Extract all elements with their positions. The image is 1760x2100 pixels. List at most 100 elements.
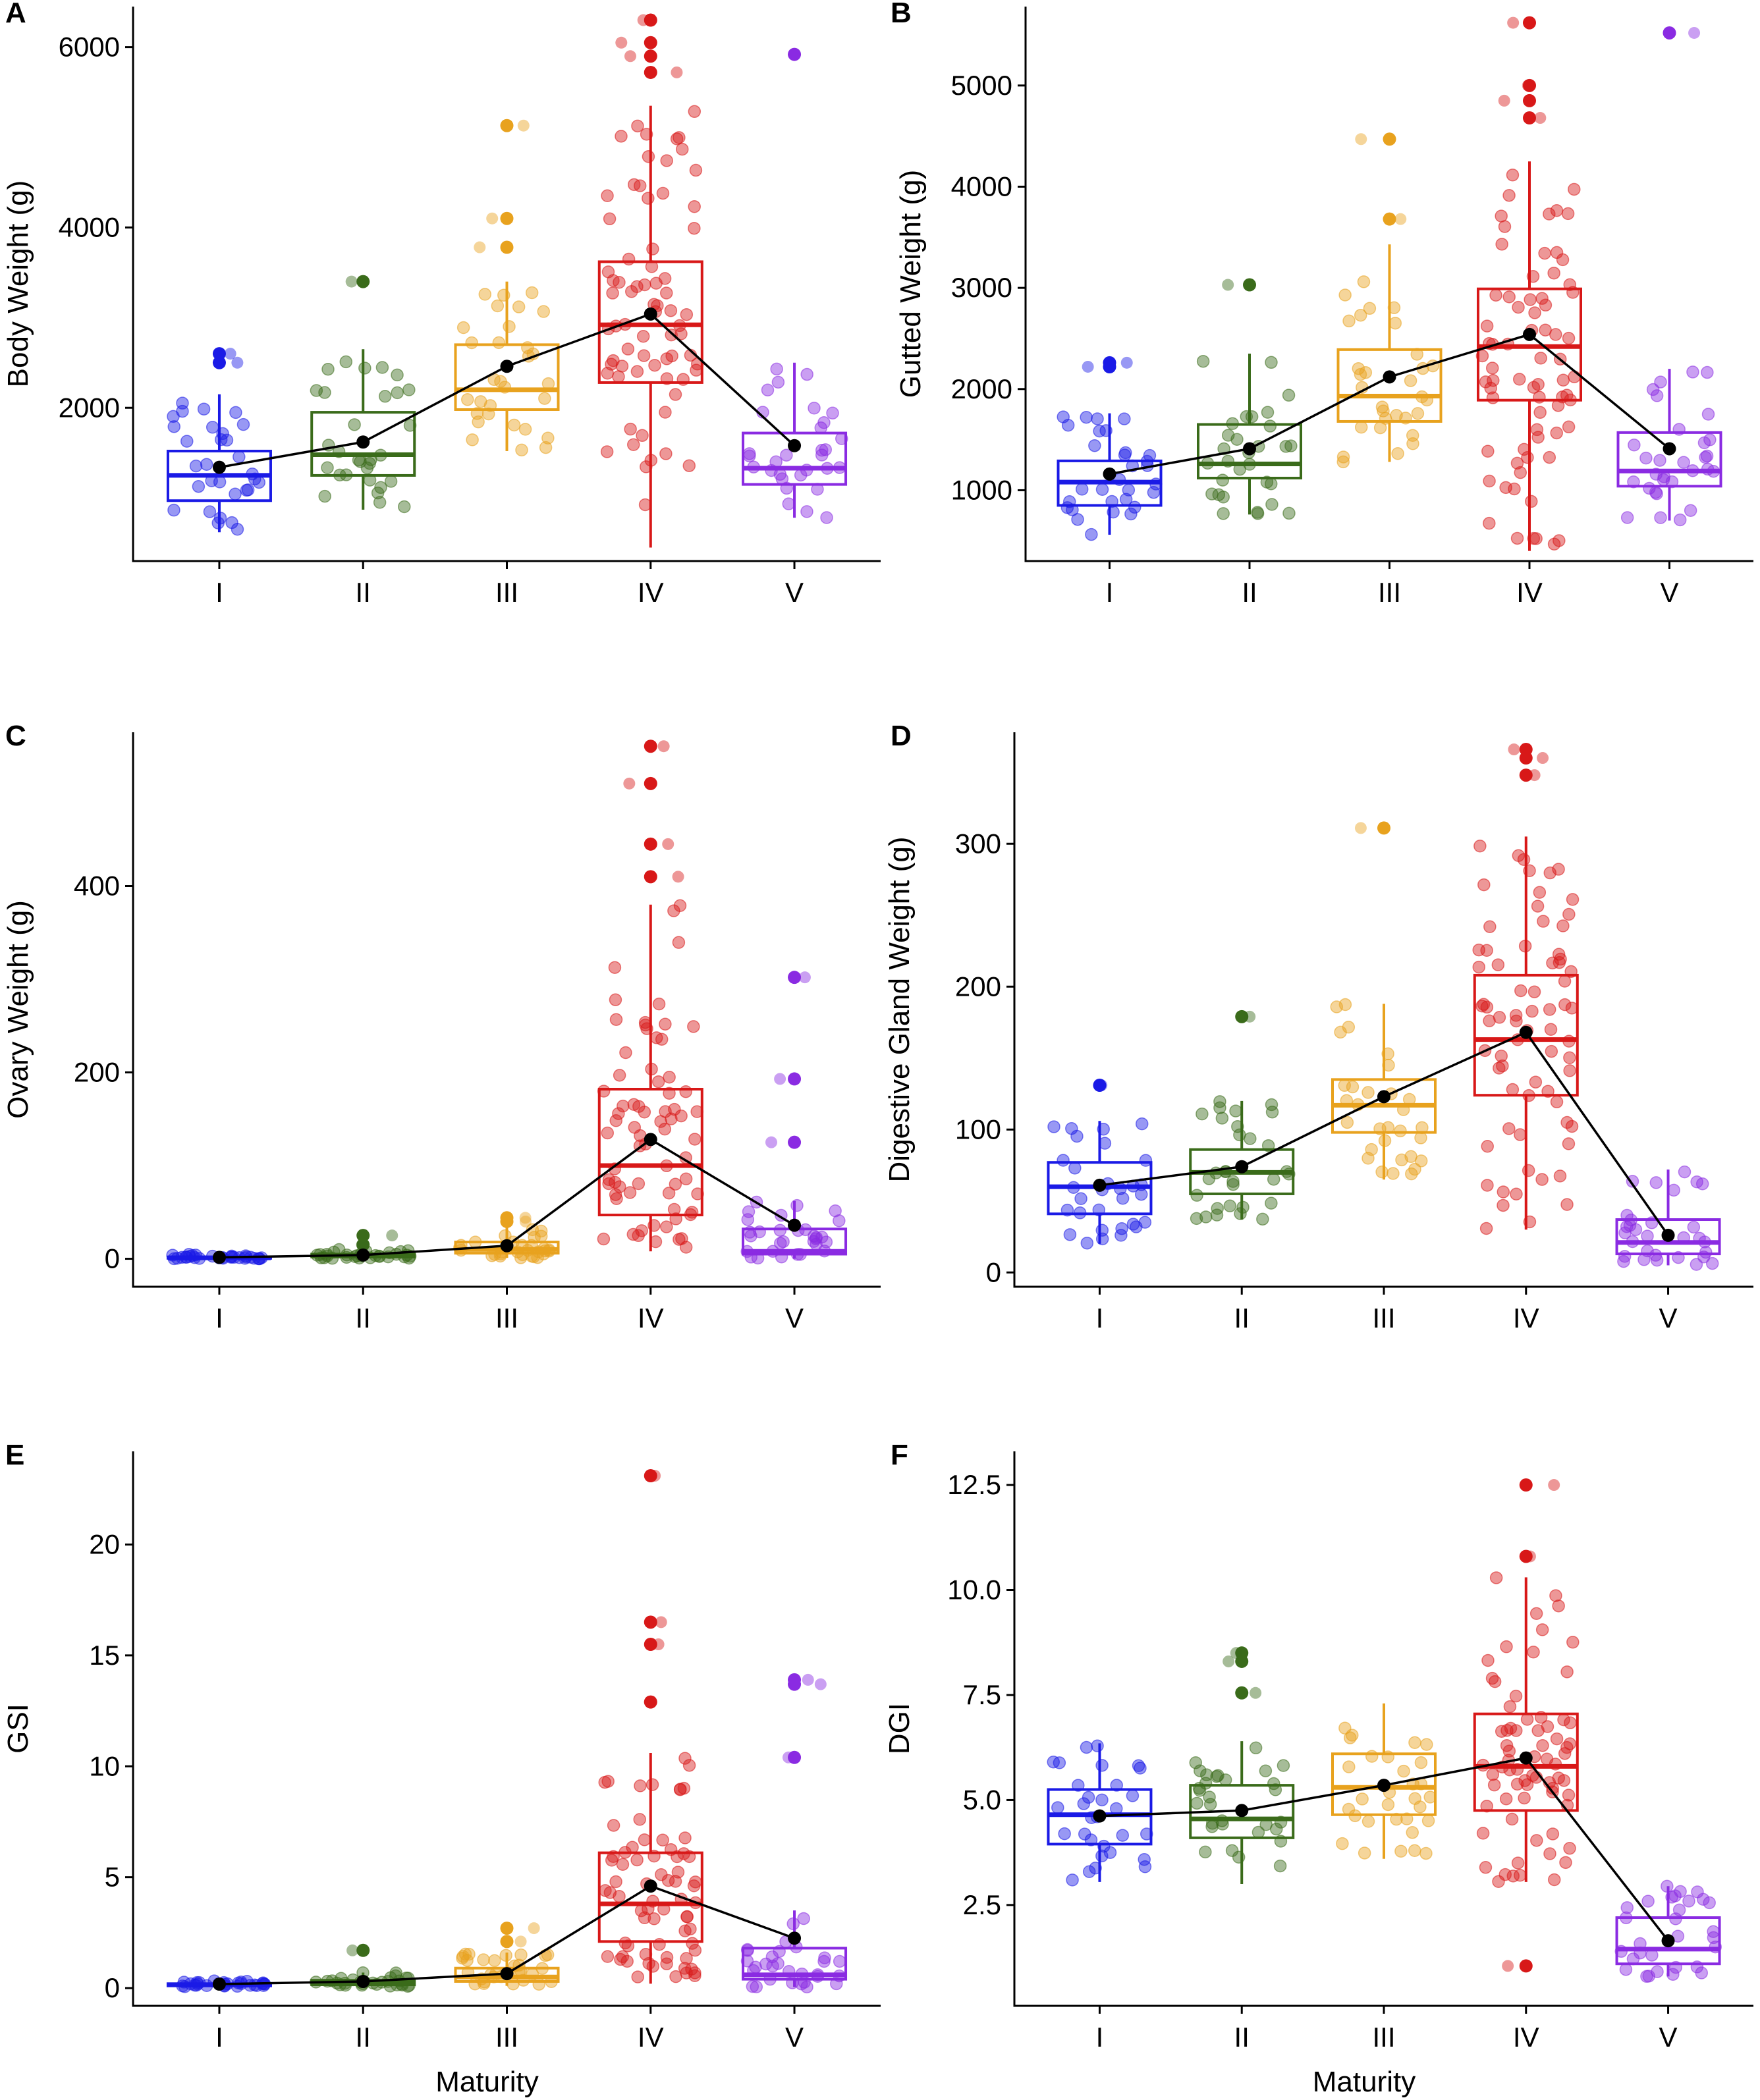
- data-point: [660, 1951, 674, 1964]
- data-point: [688, 105, 701, 119]
- data-point: [1561, 207, 1575, 221]
- data-point: [689, 163, 703, 177]
- data-point: [373, 496, 387, 509]
- data-point: [1394, 1124, 1407, 1138]
- data-point: [1553, 534, 1566, 547]
- outlier-point: [644, 1469, 657, 1483]
- data-point: [1189, 1756, 1203, 1769]
- data-point: [1536, 1739, 1549, 1752]
- data-point: [815, 1230, 829, 1244]
- data-point: [1512, 300, 1525, 314]
- data-point: [474, 241, 486, 254]
- data-point: [1506, 169, 1520, 182]
- data-point: [1563, 1051, 1576, 1064]
- data-point: [1269, 1822, 1283, 1836]
- data-point: [1514, 984, 1527, 998]
- data-point: [358, 362, 371, 375]
- data-point: [1196, 1107, 1209, 1121]
- data-point: [782, 497, 796, 510]
- y-tick-label: 20: [89, 1528, 120, 1559]
- data-point: [609, 993, 622, 1006]
- mean-point: [1103, 467, 1116, 481]
- box-iqr: [1197, 423, 1302, 480]
- data-point: [1051, 1801, 1064, 1814]
- data-point: [1524, 495, 1538, 508]
- outlier-point: [644, 49, 657, 63]
- box-V: [740, 1673, 848, 1994]
- data-point: [1114, 1229, 1128, 1242]
- data-point: [833, 1214, 846, 1227]
- data-point: [1493, 1062, 1506, 1075]
- x-tick-label: V: [1659, 1303, 1678, 1333]
- data-point: [626, 438, 640, 451]
- data-point: [1135, 1117, 1149, 1131]
- data-point: [1118, 448, 1132, 462]
- data-point: [1223, 1199, 1236, 1213]
- box-iqr: [742, 431, 848, 486]
- data-point: [1342, 1760, 1356, 1773]
- data-point: [1120, 356, 1133, 369]
- data-point: [1346, 1080, 1360, 1094]
- data-point: [685, 1206, 699, 1219]
- outlier-point: [788, 1750, 802, 1764]
- data-point: [541, 431, 555, 445]
- data-point: [1487, 374, 1500, 387]
- data-point: [761, 383, 775, 397]
- data-point: [1203, 1790, 1216, 1804]
- data-point: [1695, 1966, 1708, 1979]
- data-point: [606, 286, 619, 300]
- data-point: [1215, 1112, 1229, 1125]
- data-point: [638, 1106, 651, 1119]
- data-point: [817, 416, 831, 429]
- data-point: [1408, 1162, 1421, 1176]
- box-iqr: [310, 411, 416, 477]
- outlier-point: [644, 1695, 657, 1709]
- box-iqr: [742, 1947, 848, 1981]
- data-point: [1495, 238, 1508, 251]
- mean-point: [1523, 327, 1536, 341]
- data-point: [1558, 975, 1572, 988]
- data-point: [610, 1192, 623, 1206]
- data-point: [1391, 446, 1404, 460]
- x-tick-label: II: [356, 1303, 371, 1333]
- data-point: [672, 871, 684, 883]
- data-point: [1674, 1885, 1687, 1898]
- data-point: [1562, 331, 1576, 345]
- outlier-point: [356, 275, 370, 288]
- box-III: [454, 119, 560, 457]
- data-point: [1527, 985, 1541, 998]
- mean-point: [644, 307, 657, 321]
- data-point: [1483, 920, 1497, 934]
- x-tick-label: II: [1234, 1303, 1250, 1333]
- data-point: [375, 361, 389, 374]
- data-point: [1342, 314, 1356, 328]
- data-point: [669, 1177, 682, 1191]
- data-point: [601, 1775, 615, 1788]
- axes: [132, 732, 881, 1288]
- data-point: [616, 1950, 630, 1964]
- data-point: [1071, 513, 1084, 526]
- panel-letter: F: [891, 1439, 908, 1471]
- data-point: [1512, 849, 1526, 862]
- data-point: [1128, 500, 1141, 514]
- data-point: [1485, 362, 1499, 375]
- data-point: [1472, 960, 1485, 974]
- data-point: [1078, 1827, 1091, 1841]
- data-point: [1196, 354, 1210, 368]
- data-point: [512, 300, 526, 313]
- data-point: [613, 1889, 626, 1903]
- data-point: [1653, 454, 1666, 467]
- data-point: [1354, 421, 1368, 434]
- data-point: [1282, 389, 1296, 402]
- data-point: [1537, 915, 1550, 928]
- data-point: [1481, 1179, 1494, 1192]
- x-tick-label: IV: [1513, 2022, 1539, 2053]
- data-point: [1524, 1550, 1536, 1563]
- data-point: [1700, 449, 1714, 463]
- data-point: [1358, 1846, 1371, 1860]
- data-point: [1058, 1827, 1071, 1841]
- data-point: [1526, 1004, 1539, 1018]
- data-point: [1650, 1253, 1664, 1267]
- data-point: [1522, 1164, 1535, 1177]
- data-point: [814, 1678, 827, 1690]
